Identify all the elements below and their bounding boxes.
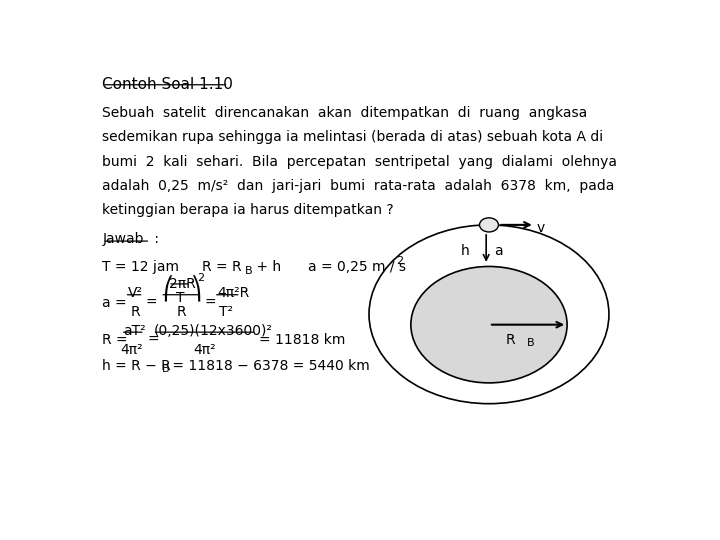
Text: adalah  0,25  m/s²  dan  jari-jari  bumi  rata-rata  adalah  6378  km,  pada: adalah 0,25 m/s² dan jari-jari bumi rata… [102,179,615,193]
Circle shape [411,266,567,383]
Text: Jawab: Jawab [102,232,144,246]
Text: aT²: aT² [124,324,146,338]
Text: a = 0,25 m / s: a = 0,25 m / s [307,260,405,274]
Text: 2: 2 [396,256,403,266]
Text: V²: V² [128,286,143,300]
Text: T: T [176,292,185,306]
Text: =: = [148,333,159,347]
Text: = 11818 − 6378 = 5440 km: = 11818 − 6378 = 5440 km [168,359,370,373]
Text: v: v [537,221,545,235]
Text: + h: + h [253,260,282,274]
Text: 4π²R: 4π²R [217,286,249,300]
Text: 2πR: 2πR [169,277,196,291]
Text: =: = [205,295,217,309]
Text: =: = [145,295,158,309]
Text: Contoh Soal 1.10: Contoh Soal 1.10 [102,77,233,92]
Circle shape [480,218,498,232]
Text: sedemikan rupa sehingga ia melintasi (berada di atas) sebuah kota A di: sedemikan rupa sehingga ia melintasi (be… [102,131,603,145]
Text: ⎞: ⎞ [190,275,202,302]
Text: R =: R = [102,333,128,347]
Text: B: B [527,339,534,348]
Text: a: a [495,244,503,258]
Text: R: R [130,305,140,319]
Text: h = R − R: h = R − R [102,359,171,373]
Text: 4π²: 4π² [121,342,143,356]
Text: R = R: R = R [202,260,241,274]
Text: 2: 2 [197,273,204,283]
Text: T²: T² [220,305,233,319]
Text: bumi  2  kali  sehari.  Bila  percepatan  sentripetal  yang  dialami  olehnya: bumi 2 kali sehari. Bila percepatan sent… [102,154,617,168]
Text: a =: a = [102,295,127,309]
Text: 4π²: 4π² [193,342,216,356]
Text: = 11818 km: = 11818 km [258,333,345,347]
Text: (0,25)(12x3600)²: (0,25)(12x3600)² [154,324,273,338]
Text: ketinggian berapa ia harus ditempatkan ?: ketinggian berapa ia harus ditempatkan ? [102,203,394,217]
Text: R: R [505,333,516,347]
Text: :: : [150,232,159,246]
Text: h: h [461,244,470,258]
Text: R: R [177,305,186,319]
Text: ⎛: ⎛ [163,275,174,302]
Text: B: B [245,266,253,275]
Text: B: B [161,364,169,374]
Text: T = 12 jam: T = 12 jam [102,260,179,274]
Text: Sebuah  satelit  direncanakan  akan  ditempatkan  di  ruang  angkasa: Sebuah satelit direncanakan akan ditempa… [102,106,588,120]
